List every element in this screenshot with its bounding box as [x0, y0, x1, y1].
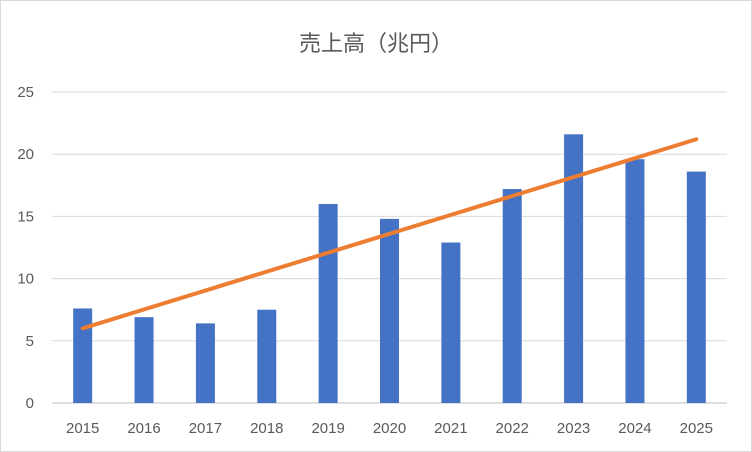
bar-2019 — [318, 203, 338, 403]
y-tick-label: 0 — [26, 395, 34, 412]
x-tick-label: 2018 — [250, 420, 283, 437]
trendline — [80, 137, 699, 331]
x-tick-label: 2015 — [66, 420, 99, 437]
x-tick-label: 2025 — [680, 420, 713, 437]
x-tick-label: 2017 — [189, 420, 222, 437]
bar-2024 — [625, 159, 645, 403]
bar-2021 — [441, 242, 461, 403]
bar-2016 — [134, 317, 154, 403]
bar-2018 — [257, 309, 277, 403]
bar-2020 — [380, 218, 399, 403]
x-tick-label: 2019 — [311, 420, 344, 437]
y-tick-label: 15 — [17, 208, 34, 225]
bar-2017 — [195, 323, 215, 403]
bar-2022 — [502, 189, 522, 403]
x-tick-label: 2023 — [557, 420, 590, 437]
bar-2023 — [564, 134, 584, 403]
bar-2015 — [73, 308, 93, 403]
y-tick-label: 10 — [17, 271, 34, 288]
x-tick-label: 2021 — [434, 420, 467, 437]
x-tick-label: 2020 — [373, 420, 406, 437]
x-tick-label: 2024 — [618, 420, 651, 437]
x-tick-label: 2022 — [496, 420, 529, 437]
y-tick-label: 25 — [17, 84, 34, 101]
y-tick-label: 5 — [26, 333, 34, 350]
chart-title: 売上高（兆円） — [298, 32, 453, 57]
x-tick-label: 2016 — [127, 420, 160, 437]
bar-2025 — [686, 171, 706, 403]
y-tick-label: 20 — [17, 146, 34, 163]
